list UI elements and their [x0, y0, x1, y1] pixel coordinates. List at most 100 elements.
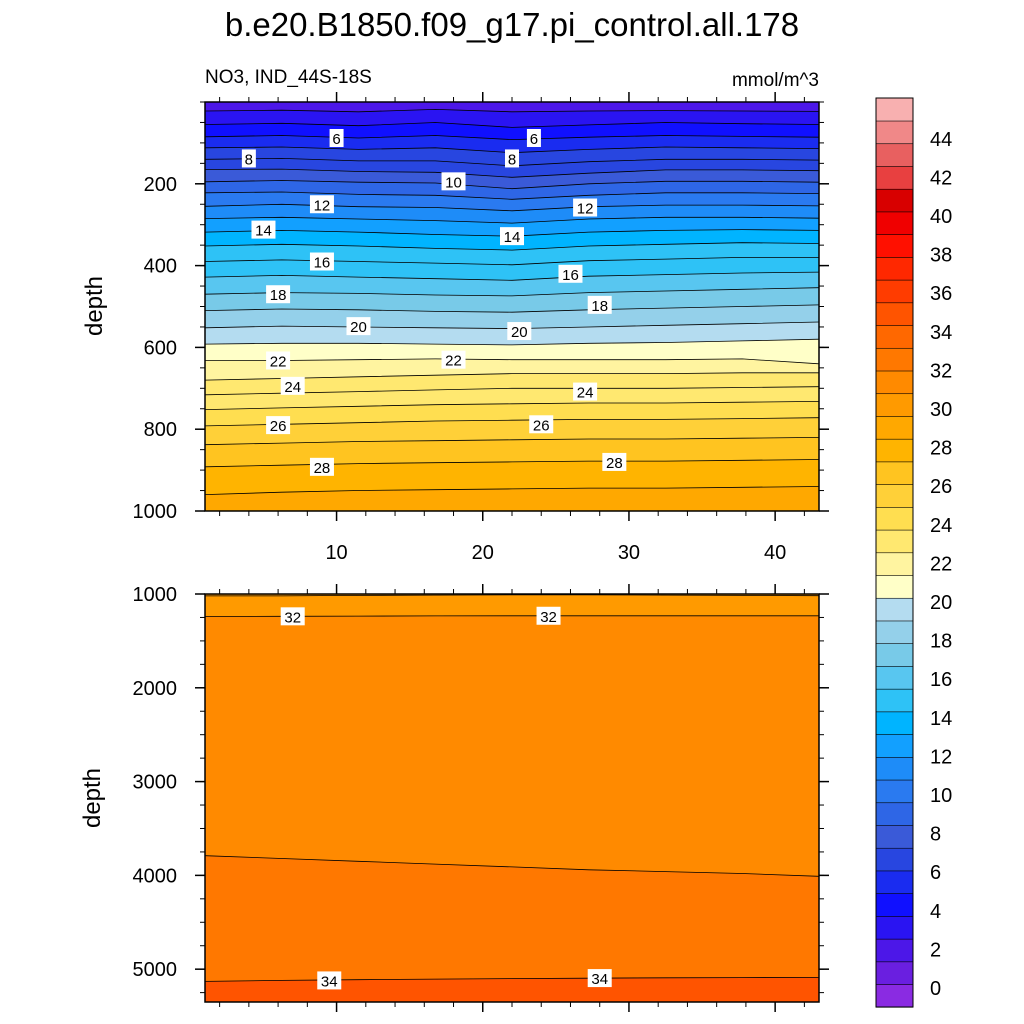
upper-isoline-18: [205, 358, 819, 365]
lower-contour-label: 32: [540, 609, 557, 626]
upper-isoline-2: [205, 135, 819, 141]
upper-contour-label: 6: [530, 131, 538, 148]
colorbar-swatch: [875, 597, 914, 622]
upper-contour-label: 6: [332, 131, 340, 148]
upper-contour-label: 10: [445, 174, 462, 191]
upper-contour-label: 14: [255, 223, 272, 240]
colorbar-tick-label: 40: [930, 206, 952, 228]
colorbar-swatch: [875, 484, 914, 508]
upper-contour-label: 24: [284, 379, 301, 396]
colorbar-swatch: [875, 211, 914, 235]
colorbar-swatch: [875, 620, 914, 644]
colorbar-swatch: [875, 188, 914, 213]
colorbar-swatch: [875, 802, 914, 826]
upper-isoline-23: [205, 437, 819, 446]
colorbar-swatch: [875, 347, 914, 372]
colorbar: 0246810121416182022242628303234363840424…: [875, 97, 952, 1008]
lower-contour-label: 34: [591, 971, 608, 988]
colorbar-swatch: [875, 893, 914, 917]
upper-ytick-label: 400: [144, 256, 177, 278]
upper-isoline-21: [205, 401, 819, 410]
colorbar-tick-label: 30: [930, 399, 952, 421]
upper-contour-label-bg: [573, 198, 598, 217]
colorbar-swatch: [875, 574, 914, 599]
colorbar-swatch: [875, 370, 914, 395]
colorbar-tick-label: 4: [930, 901, 941, 923]
colorbar-swatch: [875, 983, 914, 1008]
upper-isoline-20: [205, 386, 819, 396]
colorbar-swatch: [875, 665, 914, 690]
upper-isoline-5: [205, 168, 819, 178]
upper-contour-label: 18: [591, 298, 608, 315]
lower-contour-label: 34: [321, 973, 338, 990]
upper-contour-label-bg: [526, 128, 541, 147]
lower-ytick-label: 3000: [133, 772, 178, 794]
upper-isoline-25: [205, 486, 819, 495]
upper-contour-label: 22: [445, 353, 462, 370]
lower-contour-label-bg: [280, 607, 305, 626]
colorbar-swatch: [875, 552, 914, 576]
upper-contour-label-bg: [558, 264, 583, 283]
upper-isoline-9: [205, 216, 819, 224]
upper-xtick-label: 40: [764, 542, 786, 564]
colorbar-swatch: [875, 97, 914, 122]
upper-xtick-label: 30: [618, 542, 640, 564]
upper-contour-label-bg: [251, 220, 276, 239]
upper-isoline-11: [205, 242, 819, 251]
upper-contour-label-bg: [309, 457, 334, 476]
colorbar-swatch: [875, 234, 914, 258]
upper-isoline-19: [205, 372, 819, 381]
upper-contour-label: 26: [270, 418, 287, 435]
upper-contour-label-bg: [507, 322, 532, 341]
upper-contour-label: 28: [606, 455, 623, 472]
colorbar-tick-label: 18: [930, 631, 952, 653]
upper-contour-label: 8: [508, 151, 516, 168]
upper-contour-label: 8: [245, 151, 253, 168]
upper-contour-label: 16: [314, 255, 331, 272]
lower-contour-label: 32: [284, 609, 301, 626]
colorbar-swatch: [875, 438, 914, 463]
upper-isoline-15: [205, 304, 819, 313]
upper-contour-label: 12: [577, 201, 594, 218]
colorbar-swatch: [875, 756, 914, 781]
upper-isoline-12: [205, 257, 819, 266]
upper-isoline-24: [205, 459, 819, 468]
colorbar-tick-label: 32: [930, 360, 952, 382]
colorbar-swatch: [875, 688, 914, 713]
colorbar-tick-label: 20: [930, 592, 952, 614]
colorbar-swatch: [875, 393, 914, 417]
colorbar-tick-label: 38: [930, 245, 952, 267]
upper-ytick-label: 800: [144, 419, 177, 441]
colorbar-tick-label: 22: [930, 553, 952, 575]
lower-ytick-label: 4000: [133, 865, 178, 887]
upper-ytick-label: 600: [144, 337, 177, 359]
lower-contour-label-bg: [536, 606, 561, 625]
lower-ytick-label: 5000: [133, 959, 178, 981]
upper-contour-label: 14: [504, 229, 521, 246]
upper-contour-label-bg: [602, 452, 627, 471]
upper-isoline-6: [205, 180, 819, 190]
lower-contour-band-3: [205, 855, 819, 982]
upper-isoline-22: [205, 417, 819, 427]
colorbar-swatch: [875, 143, 914, 167]
colorbar-tick-label: 42: [930, 167, 952, 189]
upper-isoline-7: [205, 191, 819, 200]
upper-isoline-0: [205, 108, 819, 113]
upper-contour-label: 20: [511, 324, 528, 341]
upper-contour-label-bg: [346, 317, 371, 336]
colorbar-tick-label: 0: [930, 978, 941, 1000]
units-label: mmol/m^3: [732, 70, 819, 91]
colorbar-tick-label: 36: [930, 283, 952, 305]
upper-contour-label-bg: [441, 350, 466, 369]
upper-isoline-13: [205, 271, 819, 281]
colorbar-swatch: [875, 120, 914, 145]
upper-isoline-14: [205, 287, 819, 297]
upper-isoline-1: [205, 122, 819, 128]
upper-contour-label: 18: [270, 287, 287, 304]
upper-contour-label: 12: [314, 197, 331, 214]
colorbar-swatch: [875, 779, 914, 804]
upper-contour-label-bg: [587, 295, 612, 314]
upper-contour-label-bg: [573, 382, 598, 401]
upper-ylabel: depth: [81, 276, 108, 336]
